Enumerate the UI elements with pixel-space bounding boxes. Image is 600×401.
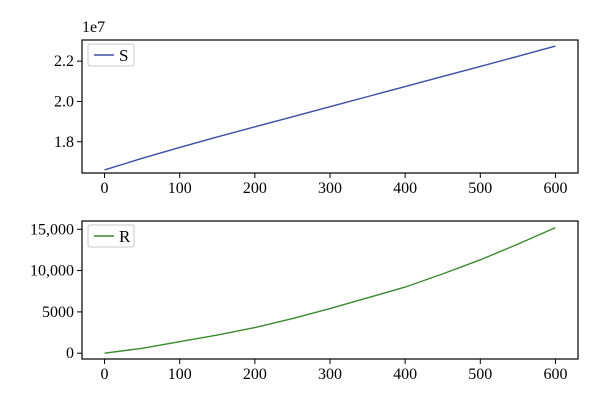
y-tick-label: 1.8 xyxy=(54,134,74,151)
x-tick-label: 200 xyxy=(243,180,267,197)
chart-panel-0: 0 100 200 300 400 500 600 1.8 2.0 2.2 1e7 S xyxy=(54,19,579,197)
legend-label: R xyxy=(119,227,131,246)
y-tick-label: 15,000 xyxy=(30,221,74,238)
x-tick-label: 600 xyxy=(543,180,567,197)
y-axis-exponent-label: 1e7 xyxy=(82,19,105,36)
x-tick-label: 600 xyxy=(543,366,567,383)
y-tick-label: 0 xyxy=(66,345,74,362)
x-tick-label: 300 xyxy=(318,366,342,383)
y-tick-label: 10,000 xyxy=(30,263,74,280)
x-tick-label: 0 xyxy=(101,366,109,383)
series-line-R xyxy=(104,226,556,354)
x-tick-label: 500 xyxy=(468,366,492,383)
x-tick-label: 200 xyxy=(243,366,267,383)
legend-label: S xyxy=(119,46,128,65)
y-tick-label: 5000 xyxy=(42,304,74,321)
y-tick-label: 2.2 xyxy=(54,53,74,70)
series-line-S xyxy=(104,45,556,171)
plot-frame xyxy=(81,220,579,360)
x-tick-label: 100 xyxy=(168,366,192,383)
x-tick-label: 0 xyxy=(101,180,109,197)
y-tick-label: 2.0 xyxy=(54,93,74,110)
x-tick-label: 100 xyxy=(168,180,192,197)
x-tick-label: 300 xyxy=(318,180,342,197)
x-tick-label: 400 xyxy=(393,180,417,197)
x-tick-label: 400 xyxy=(393,366,417,383)
chart-panel-1: 0 100 200 300 400 500 600 0 5000 10,000 15,000 R xyxy=(30,220,579,383)
x-tick-label: 500 xyxy=(468,180,492,197)
